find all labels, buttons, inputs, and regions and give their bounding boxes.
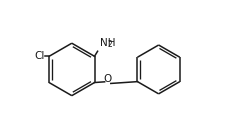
Text: Cl: Cl	[35, 51, 45, 61]
Text: O: O	[104, 74, 112, 84]
Text: 2: 2	[107, 40, 112, 49]
Text: NH: NH	[100, 38, 115, 48]
